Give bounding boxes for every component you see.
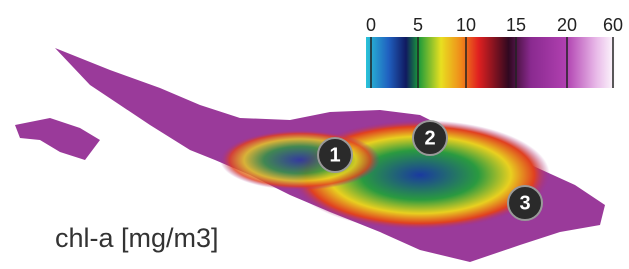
land-west [15,118,100,160]
map-figure: 0 5 10 15 20 60 chl-a [mg/m3] 1 2 3 [0,0,629,269]
tick-label: 60 [603,15,623,35]
marker-label: 2 [424,127,435,149]
marker-label: 3 [519,192,530,214]
tick-label: 20 [557,15,577,35]
bloom [220,130,380,190]
tick-label: 5 [413,15,423,35]
colorbar-ramp [366,37,616,88]
colorbar: 0 5 10 15 20 60 [366,15,623,88]
marker-label: 1 [329,144,340,166]
tick-label: 15 [506,15,526,35]
tick-label: 0 [366,15,376,35]
tick-label: 10 [456,15,476,35]
legend-label: chl-a [mg/m3] [55,223,219,253]
